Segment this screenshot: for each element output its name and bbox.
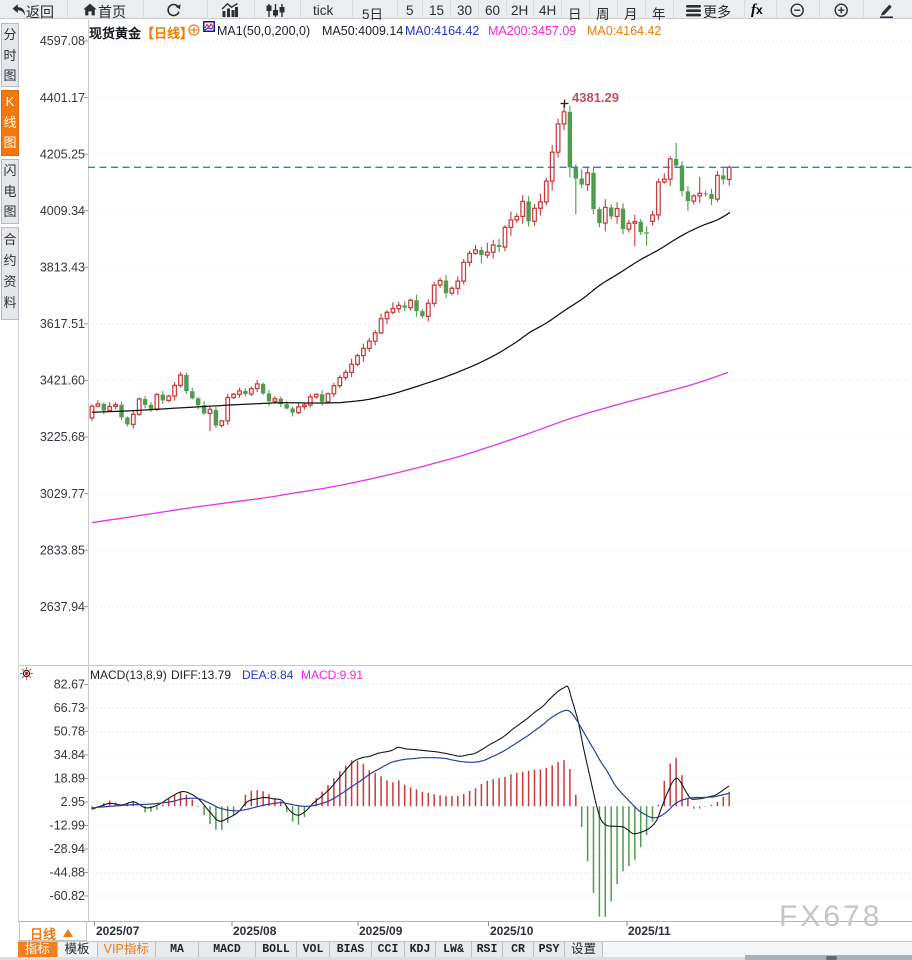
svg-text:4381.29: 4381.29	[572, 90, 619, 105]
svg-text:34.84: 34.84	[54, 748, 85, 762]
svg-text:3617.51: 3617.51	[40, 317, 85, 331]
svg-text:3813.43: 3813.43	[40, 261, 85, 275]
svg-text:2.95: 2.95	[61, 795, 85, 809]
svg-text:2637.94: 2637.94	[40, 600, 85, 614]
svg-text:18.89: 18.89	[54, 772, 85, 786]
svg-text:2833.85: 2833.85	[40, 543, 85, 557]
svg-text:4205.25: 4205.25	[40, 147, 85, 161]
svg-text:4401.17: 4401.17	[40, 91, 85, 105]
svg-text:4597.08: 4597.08	[40, 34, 85, 48]
svg-text:-28.94: -28.94	[50, 842, 85, 856]
svg-text:66.73: 66.73	[54, 701, 85, 715]
svg-text:4009.34: 4009.34	[40, 204, 85, 218]
svg-text:3029.77: 3029.77	[40, 487, 85, 501]
svg-text:3421.60: 3421.60	[40, 374, 85, 388]
svg-text:82.67: 82.67	[54, 678, 85, 692]
svg-text:50.78: 50.78	[54, 725, 85, 739]
svg-text:-60.82: -60.82	[50, 889, 85, 903]
svg-text:3225.68: 3225.68	[40, 430, 85, 444]
svg-text:-44.88: -44.88	[50, 866, 85, 880]
svg-text:-12.99: -12.99	[50, 819, 85, 833]
